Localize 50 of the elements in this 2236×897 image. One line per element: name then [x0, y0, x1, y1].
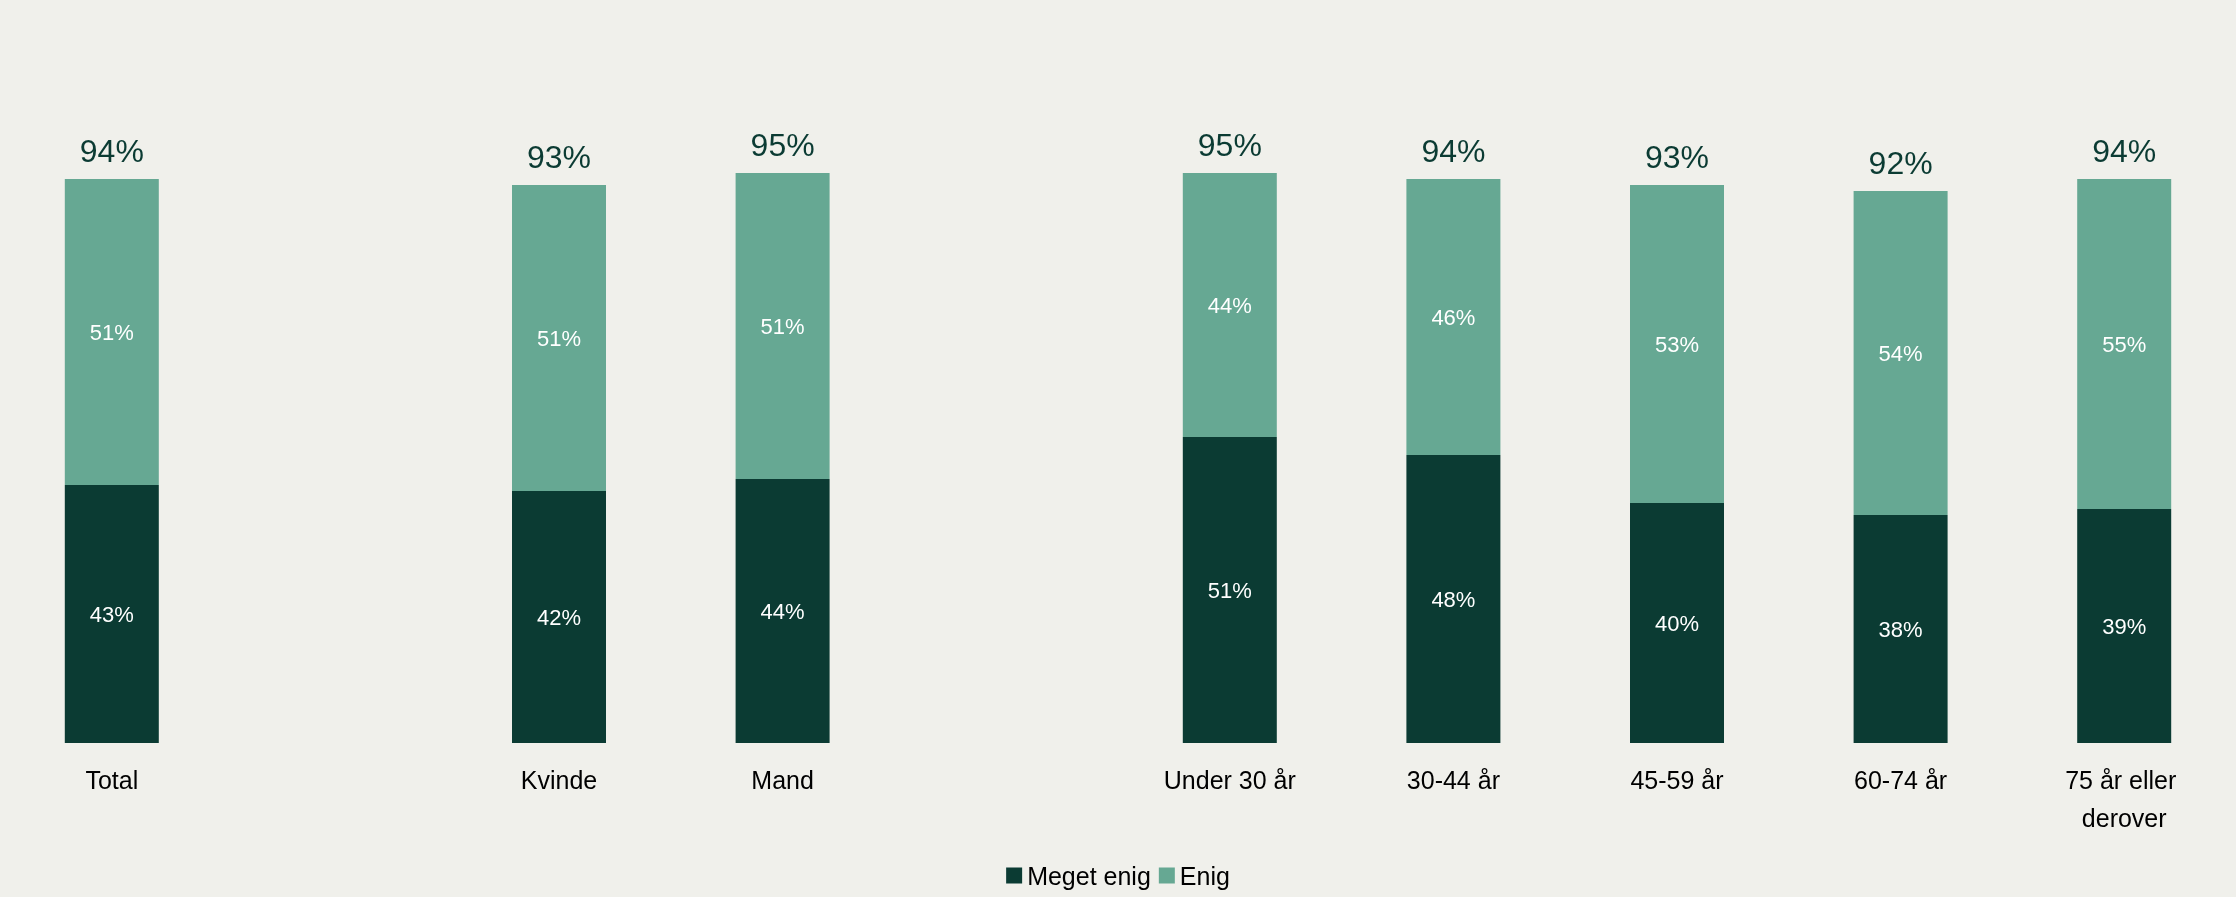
data-label: 38% [1878, 616, 1923, 642]
data-label: 42% [536, 604, 582, 630]
data-label: 39% [2102, 613, 2147, 639]
bar [512, 491, 606, 743]
data-label: 51% [536, 325, 582, 351]
x-tick-label: 75 år eller derover [2065, 766, 2184, 832]
total-label: 95% [1197, 127, 1262, 163]
bar [64, 179, 159, 485]
x-tick-label: Total [85, 766, 139, 794]
x-tick-label: 30-44 år [1406, 766, 1500, 794]
data-label: 51% [760, 313, 805, 339]
x-tick-label: Under 30 år [1163, 766, 1296, 794]
total-label: 93% [526, 139, 592, 175]
bar [2077, 179, 2172, 509]
bar [2077, 509, 2172, 743]
data-label: 48% [1431, 586, 1476, 612]
data-label: 43% [89, 601, 134, 627]
bar [1406, 179, 1501, 455]
bar [1630, 503, 1724, 743]
data-label: 54% [1878, 340, 1923, 366]
bar [1406, 455, 1501, 743]
data-label: 55% [2102, 331, 2147, 357]
bar [1853, 515, 1948, 743]
total-label: 94% [1421, 133, 1486, 169]
bar [735, 479, 830, 743]
legend-label: Meget enig [1027, 861, 1151, 890]
bar [64, 485, 159, 743]
data-label: 40% [1654, 610, 1700, 636]
total-label: 94% [79, 133, 144, 169]
total-label: 95% [750, 127, 815, 163]
total-label: 94% [2092, 133, 2157, 169]
data-label: 51% [89, 319, 134, 345]
total-label: 93% [1644, 139, 1710, 175]
data-label: 51% [1207, 577, 1252, 603]
x-tick-label: 45-59 år [1630, 766, 1724, 794]
data-label: 46% [1431, 304, 1476, 330]
bar [512, 185, 606, 491]
data-label: 44% [760, 598, 805, 624]
x-tick-label: 60-74 år [1854, 766, 1948, 794]
x-tick-label: Mand [751, 766, 814, 794]
legend-label: Enig [1179, 861, 1230, 890]
bar [1630, 185, 1724, 503]
bar [735, 173, 830, 479]
bar [1853, 191, 1948, 515]
bar [1182, 437, 1277, 743]
x-tick-label: Kvinde [520, 766, 598, 794]
bar [1182, 173, 1277, 437]
total-label: 92% [1868, 145, 1933, 181]
data-label: 53% [1654, 331, 1700, 357]
data-label: 44% [1207, 292, 1252, 318]
